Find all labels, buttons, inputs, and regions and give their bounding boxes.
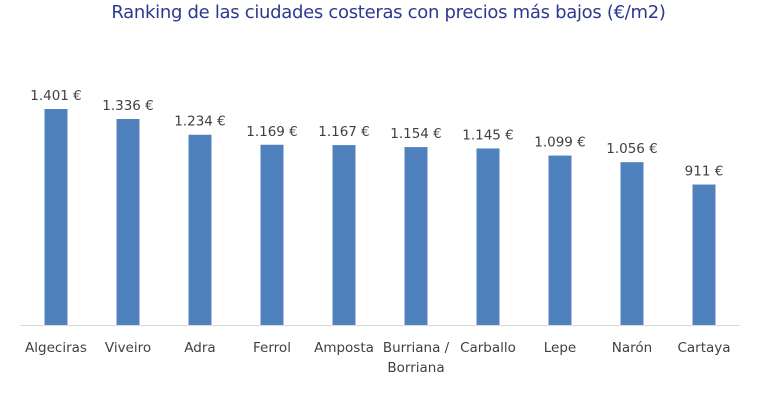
bar-4 [332,145,356,325]
bar-8 [620,162,644,325]
data-label: 1.099 € [534,135,586,151]
x-tick-label: Narón [612,340,652,356]
chart-title: Ranking de las ciudades costeras con pre… [111,2,666,23]
data-label: 911 € [685,164,724,180]
bar-1 [116,119,140,325]
bar-0 [44,109,68,325]
x-tick-label: Algeciras [25,340,87,356]
bar-5 [404,147,428,325]
x-tick-label: Carballo [460,340,516,356]
x-tick-label: Amposta [314,340,374,356]
data-label: 1.145 € [462,127,514,143]
x-tick-label: Cartaya [677,340,730,356]
x-tick-label: Viveiro [105,340,151,356]
x-tick-label: Adra [184,340,215,356]
bar-7 [548,155,572,325]
x-tick-label: Ferrol [253,340,291,356]
data-label: 1.169 € [246,124,298,140]
bar-2 [188,134,212,325]
data-label: 1.336 € [102,98,154,114]
bar-3 [260,144,284,325]
x-tick-label: Burriana / Borriana [383,340,450,376]
data-label: 1.154 € [390,126,442,142]
data-label: 1.167 € [318,124,370,140]
bar-6 [476,148,500,325]
bar-9 [692,184,716,325]
data-label: 1.234 € [174,114,226,130]
data-label: 1.056 € [606,141,658,157]
x-tick-label: Lepe [544,340,576,356]
data-label: 1.401 € [30,88,82,104]
